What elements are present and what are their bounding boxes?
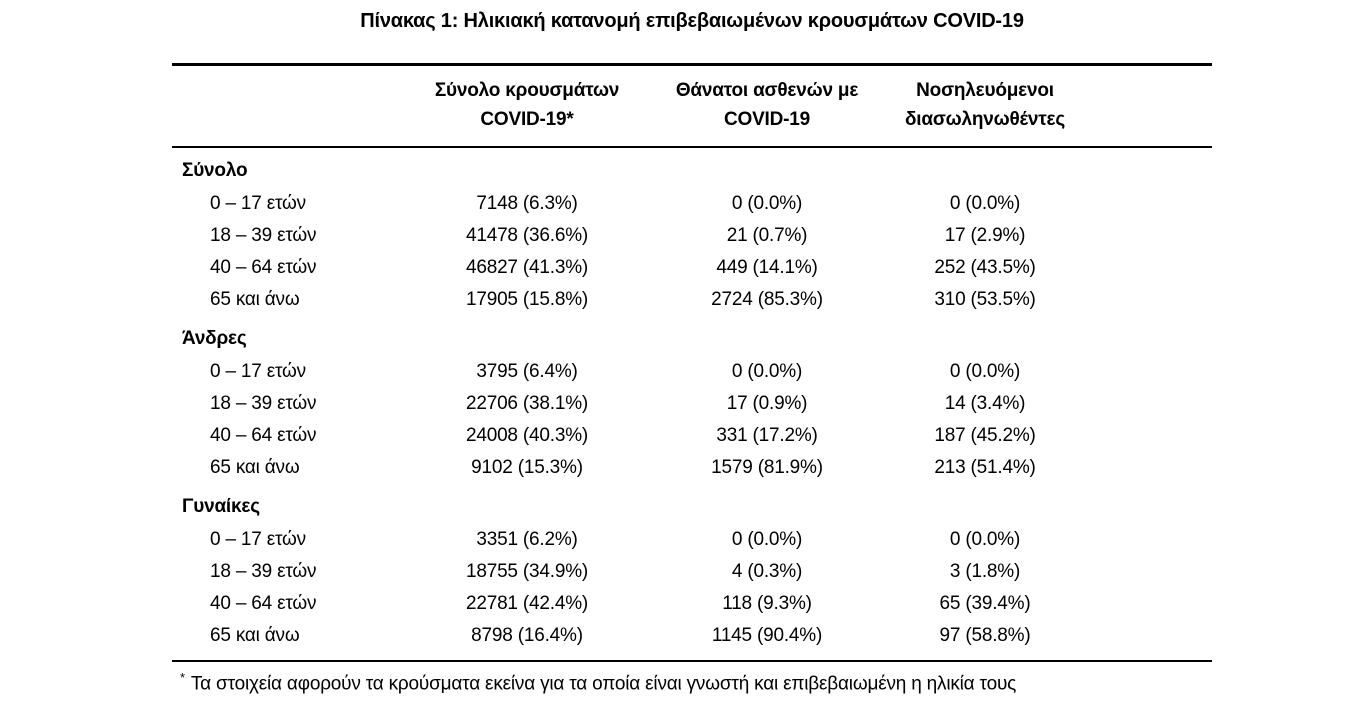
filler-cell (1098, 420, 1212, 452)
intubated-cell: 0 (0.0%) (949, 361, 1021, 382)
deaths-cell: 0 (0.0%) (731, 361, 803, 382)
deaths-cell: 449 (14.1%) (716, 257, 818, 278)
table-row: 65 και άνω 8798 (16.4%) 1145 (90.4%) 97 … (172, 620, 1212, 652)
section-label: Άνδρες (182, 328, 247, 349)
table-row: 18 – 39 ετών 41478 (36.6%) 21 (0.7%) 17 … (172, 220, 1212, 252)
age-label: 18 – 39 ετών (210, 225, 317, 246)
intubated-cell: 14 (3.4%) (944, 393, 1026, 414)
cases-cell: 17905 (15.8%) (465, 289, 589, 310)
table-row: 18 – 39 ετών 22706 (38.1%) 17 (0.9%) 14 … (172, 388, 1212, 420)
intubated-cell: 187 (45.2%) (934, 425, 1036, 446)
table-row: 0 – 17 ετών 3795 (6.4%) 0 (0.0%) 0 (0.0%… (172, 356, 1212, 388)
cases-cell: 3795 (6.4%) (476, 361, 578, 382)
column-header-total-cases-line2: COVID-19* (480, 109, 574, 130)
cases-cell: 18755 (34.9%) (465, 561, 589, 582)
footnote-text: Τα στοιχεία αφορούν τα κρούσματα εκείνα … (190, 673, 1017, 695)
filler-cell (1098, 620, 1212, 652)
column-header-total-cases: Σύνολο κρουσμάτων COVID-19* (392, 64, 662, 148)
table-body: Σύνολο 0 – 17 ετών 7148 (6.3%) 0 (0.0%) … (172, 147, 1212, 652)
filler-cell (1098, 388, 1212, 420)
deaths-cell: 0 (0.0%) (731, 529, 803, 550)
footnote: * Τα στοιχεία αφορούν τα κρούσματα εκείνα… (172, 660, 1212, 697)
filler-cell (1098, 284, 1212, 316)
table-row: 65 και άνω 9102 (15.3%) 1579 (81.9%) 213… (172, 452, 1212, 484)
age-label: 40 – 64 ετών (210, 593, 317, 614)
filler-cell (1098, 356, 1212, 388)
cases-cell: 22781 (42.4%) (465, 593, 589, 614)
table-row: 0 – 17 ετών 3351 (6.2%) 0 (0.0%) 0 (0.0%… (172, 524, 1212, 556)
intubated-cell: 97 (58.8%) (939, 625, 1031, 646)
deaths-cell: 4 (0.3%) (731, 561, 803, 582)
intubated-cell: 0 (0.0%) (949, 529, 1021, 550)
intubated-cell: 310 (53.5%) (934, 289, 1036, 310)
deaths-cell: 331 (17.2%) (716, 425, 818, 446)
filler-cell (1098, 452, 1212, 484)
intubated-cell: 17 (2.9%) (944, 225, 1026, 246)
row-label-column-header (172, 64, 392, 148)
column-header-deaths: Θάνατοι ασθενών με COVID-19 (662, 64, 872, 148)
deaths-cell: 2724 (85.3%) (711, 289, 823, 310)
column-header-intubated-line1: Νοσηλευόμενοι (916, 80, 1054, 101)
age-label: 0 – 17 ετών (210, 193, 306, 214)
deaths-cell: 21 (0.7%) (726, 225, 808, 246)
table-container: Πίνακας 1: Ηλικιακή κατανομή επιβεβαιωμέ… (172, 0, 1212, 697)
filler-cell (1098, 220, 1212, 252)
column-header-total-cases-line1: Σύνολο κρουσμάτων (434, 80, 620, 101)
covid-age-distribution-table: Σύνολο κρουσμάτων COVID-19* Θάνατοι ασθε… (172, 63, 1212, 652)
intubated-cell: 65 (39.4%) (939, 593, 1031, 614)
column-header-intubated-line2: διασωληνωθέντες (904, 109, 1066, 130)
age-label: 65 και άνω (210, 289, 300, 310)
table-row: 65 και άνω 17905 (15.8%) 2724 (85.3%) 31… (172, 284, 1212, 316)
column-header-deaths-line2: COVID-19 (723, 109, 811, 130)
deaths-cell: 0 (0.0%) (731, 193, 803, 214)
age-label: 65 και άνω (210, 457, 300, 478)
age-label: 65 και άνω (210, 625, 300, 646)
cases-cell: 41478 (36.6%) (465, 225, 589, 246)
table-row: 40 – 64 ετών 22781 (42.4%) 118 (9.3%) 65… (172, 588, 1212, 620)
column-header-intubated: Νοσηλευόμενοι διασωληνωθέντες (872, 64, 1098, 148)
cases-cell: 24008 (40.3%) (465, 425, 589, 446)
filler-cell (1098, 588, 1212, 620)
deaths-cell: 17 (0.9%) (726, 393, 808, 414)
section-label: Σύνολο (182, 160, 248, 181)
deaths-cell: 118 (9.3%) (722, 593, 812, 614)
intubated-cell: 252 (43.5%) (934, 257, 1036, 278)
table-row: 40 – 64 ετών 46827 (41.3%) 449 (14.1%) 2… (172, 252, 1212, 284)
cases-cell: 3351 (6.2%) (476, 529, 578, 550)
intubated-cell: 0 (0.0%) (949, 193, 1021, 214)
age-label: 40 – 64 ετών (210, 257, 317, 278)
age-label: 0 – 17 ετών (210, 529, 306, 550)
section-header-women: Γυναίκες (172, 484, 1212, 524)
table-row: 0 – 17 ετών 7148 (6.3%) 0 (0.0%) 0 (0.0%… (172, 188, 1212, 220)
filler-cell (1098, 524, 1212, 556)
section-label: Γυναίκες (182, 496, 260, 517)
age-label: 40 – 64 ετών (210, 425, 317, 446)
intubated-cell: 3 (1.8%) (949, 561, 1021, 582)
cases-cell: 9102 (15.3%) (471, 457, 583, 478)
table-title: Πίνακας 1: Ηλικιακή κατανομή επιβεβαιωμέ… (360, 10, 1024, 32)
section-header-total: Σύνολο (172, 147, 1212, 188)
cases-cell: 7148 (6.3%) (476, 193, 578, 214)
age-label: 0 – 17 ετών (210, 361, 306, 382)
age-label: 18 – 39 ετών (210, 561, 317, 582)
footnote-asterisk-marker: * (180, 670, 185, 685)
table-row: 40 – 64 ετών 24008 (40.3%) 331 (17.2%) 1… (172, 420, 1212, 452)
age-label: 18 – 39 ετών (210, 393, 317, 414)
intubated-cell: 213 (51.4%) (934, 457, 1036, 478)
filler-column-header (1098, 64, 1212, 148)
cases-cell: 22706 (38.1%) (465, 393, 589, 414)
deaths-cell: 1579 (81.9%) (711, 457, 823, 478)
table-header: Σύνολο κρουσμάτων COVID-19* Θάνατοι ασθε… (172, 64, 1212, 148)
cases-cell: 46827 (41.3%) (465, 257, 589, 278)
deaths-cell: 1145 (90.4%) (711, 625, 823, 646)
cases-cell: 8798 (16.4%) (471, 625, 583, 646)
column-header-deaths-line1: Θάνατοι ασθενών με (675, 80, 859, 101)
filler-cell (1098, 188, 1212, 220)
filler-cell (1098, 252, 1212, 284)
section-header-men: Άνδρες (172, 316, 1212, 356)
table-row: 18 – 39 ετών 18755 (34.9%) 4 (0.3%) 3 (1… (172, 556, 1212, 588)
filler-cell (1098, 556, 1212, 588)
